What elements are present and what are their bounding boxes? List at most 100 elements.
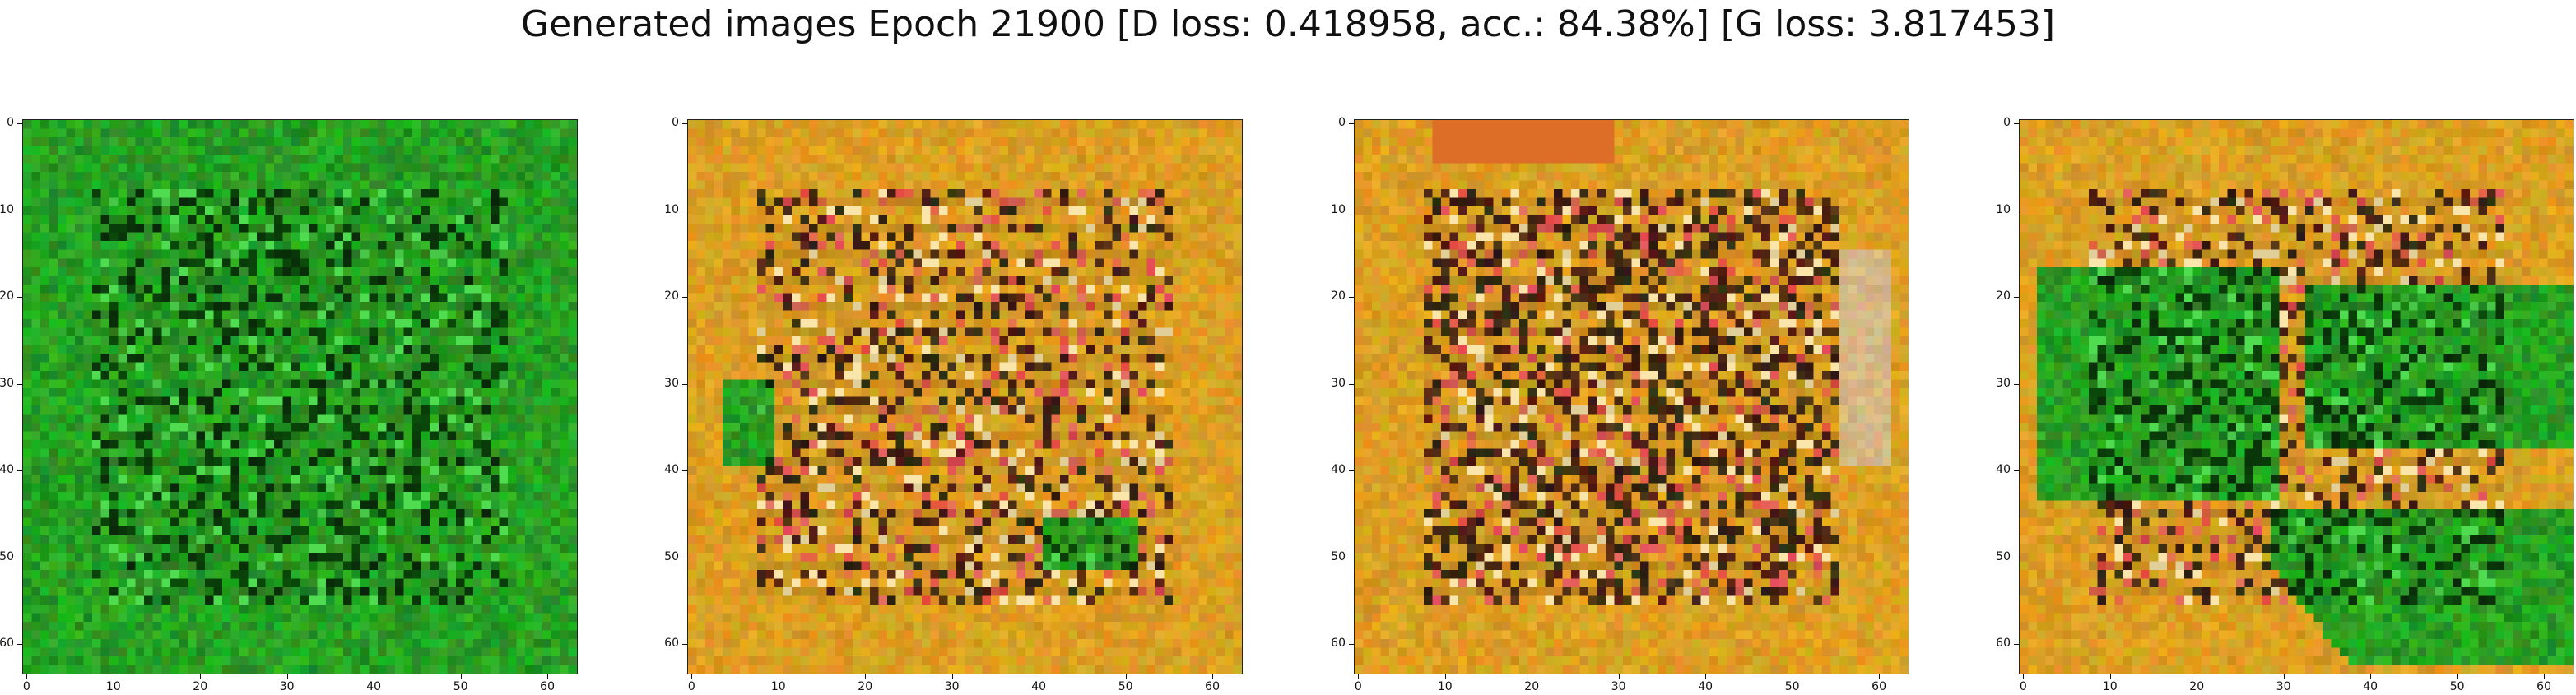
x-tick-label: 50	[453, 680, 468, 693]
y-tick-label: 20	[1331, 290, 1346, 303]
x-tick-label: 40	[2363, 680, 2378, 693]
y-tick-mark	[17, 644, 22, 646]
y-tick-mark	[2014, 383, 2019, 385]
x-tick-label: 0	[2019, 680, 2027, 693]
x-tick-mark	[547, 674, 549, 679]
y-tick-label: 20	[1996, 290, 2011, 303]
x-tick-label: 60	[1872, 680, 1886, 693]
y-tick-label: 30	[1331, 376, 1346, 390]
x-tick-label: 60	[1205, 680, 1220, 693]
x-tick-mark	[1444, 674, 1446, 679]
x-tick-label: 60	[2536, 680, 2551, 693]
y-tick-label: 0	[7, 116, 14, 130]
y-tick-mark	[1349, 470, 1354, 472]
x-tick-label: 50	[2449, 680, 2465, 693]
generated-image-3	[1354, 119, 1909, 674]
y-tick-mark	[682, 123, 687, 125]
y-tick-mark	[17, 383, 22, 385]
y-tick-label: 60	[664, 637, 679, 651]
y-tick-label: 10	[1331, 202, 1346, 216]
y-tick-label: 10	[1996, 202, 2011, 216]
y-tick-mark	[1349, 123, 1354, 125]
x-tick-mark	[865, 674, 867, 679]
y-tick-mark	[1349, 383, 1354, 385]
y-tick-label: 30	[1996, 376, 2011, 390]
x-tick-mark	[2023, 674, 2025, 679]
generated-image-4	[2019, 119, 2574, 674]
y-tick-mark	[17, 470, 22, 472]
x-tick-mark	[2544, 674, 2546, 679]
x-tick-label: 10	[105, 680, 121, 693]
x-tick-label: 30	[279, 680, 295, 693]
image-panel-1: 0 0 10 10 20 20 30 30 40 40 50 50 60 60	[0, 116, 578, 693]
figure-title: Generated images Epoch 21900 [D loss: 0.…	[520, 3, 2056, 45]
y-tick-label: 40	[1331, 463, 1346, 477]
y-tick-mark	[2014, 644, 2019, 646]
y-tick-label: 0	[672, 116, 679, 130]
y-tick-label: 30	[664, 376, 679, 390]
x-tick-label: 0	[1354, 680, 1362, 693]
x-tick-label: 50	[1784, 680, 1800, 693]
x-tick-label: 30	[944, 680, 960, 693]
image-panel-3: 0 0 10 10 20 20 30 30 40 40 50 50 60 60	[1331, 116, 1909, 693]
x-tick-label: 10	[2102, 680, 2118, 693]
x-tick-mark	[691, 674, 693, 679]
y-tick-label: 0	[2003, 116, 2011, 130]
y-tick-label: 50	[1331, 549, 1346, 563]
y-tick-mark	[1349, 297, 1354, 299]
y-tick-label: 50	[1996, 549, 2011, 563]
x-tick-mark	[200, 674, 202, 679]
y-tick-label: 50	[0, 549, 14, 563]
y-tick-mark	[682, 644, 687, 646]
x-tick-mark	[1705, 674, 1707, 679]
x-tick-label: 60	[540, 680, 555, 693]
x-tick-mark	[1358, 674, 1360, 679]
y-tick-label: 50	[664, 549, 679, 563]
x-tick-label: 30	[1611, 680, 1626, 693]
image-panel-4: 0 0 10 10 20 20 30 30 40 40 50 50 60 60	[1996, 116, 2574, 693]
y-tick-label: 20	[0, 290, 14, 303]
x-tick-label: 10	[770, 680, 786, 693]
x-tick-label: 40	[1031, 680, 1047, 693]
x-tick-label: 40	[366, 680, 382, 693]
x-tick-label: 20	[2189, 680, 2205, 693]
x-tick-mark	[1879, 674, 1881, 679]
x-tick-mark	[1125, 674, 1127, 679]
x-tick-mark	[2370, 674, 2372, 679]
x-tick-label: 50	[1118, 680, 1133, 693]
x-tick-label: 20	[1524, 680, 1540, 693]
y-tick-mark	[682, 297, 687, 299]
y-tick-label: 0	[1338, 116, 1346, 130]
y-tick-label: 30	[0, 376, 14, 390]
y-tick-mark	[2014, 297, 2019, 299]
x-tick-mark	[2109, 674, 2111, 679]
x-tick-mark	[26, 674, 28, 679]
x-tick-mark	[1212, 674, 1214, 679]
x-tick-label: 0	[687, 680, 695, 693]
y-tick-label: 60	[1331, 637, 1346, 651]
y-tick-label: 40	[664, 463, 679, 477]
y-tick-label: 40	[0, 463, 14, 477]
x-tick-mark	[2283, 674, 2285, 679]
y-tick-label: 60	[1996, 637, 2011, 651]
y-tick-mark	[17, 297, 22, 299]
x-tick-mark	[951, 674, 953, 679]
generated-image-2	[687, 119, 1243, 674]
x-tick-label: 10	[1437, 680, 1453, 693]
x-tick-label: 20	[193, 680, 208, 693]
y-tick-mark	[682, 470, 687, 472]
x-tick-mark	[2457, 674, 2458, 679]
y-tick-label: 60	[0, 637, 14, 651]
x-tick-mark	[1618, 674, 1620, 679]
y-tick-label: 10	[664, 202, 679, 216]
x-tick-label: 20	[858, 680, 873, 693]
y-tick-mark	[1349, 644, 1354, 646]
y-tick-label: 10	[0, 202, 14, 216]
y-tick-label: 20	[664, 290, 679, 303]
x-tick-mark	[460, 674, 462, 679]
x-tick-mark	[286, 674, 288, 679]
image-panel-2: 0 0 10 10 20 20 30 30 40 40 50 50 60 60	[664, 116, 1243, 693]
x-tick-label: 30	[2276, 680, 2291, 693]
y-tick-mark	[17, 123, 22, 125]
y-tick-mark	[2014, 123, 2019, 125]
